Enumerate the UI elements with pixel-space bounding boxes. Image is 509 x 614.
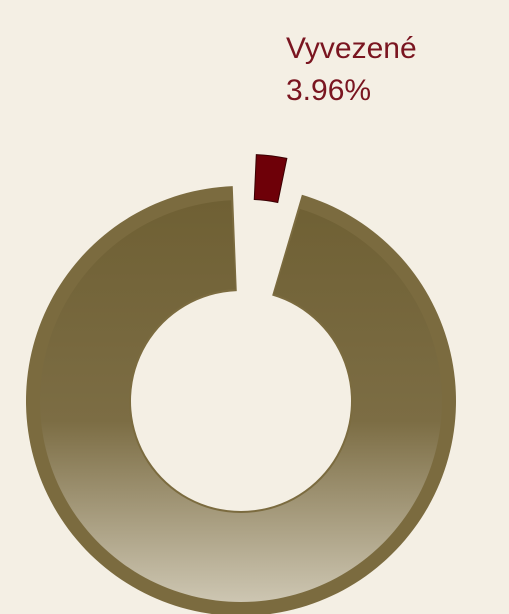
slices-layer — [25, 154, 456, 614]
slice-label-value: 3.96% — [286, 74, 372, 107]
slice-label-name: Vyvezené — [286, 32, 417, 65]
slice-rest-1 — [25, 186, 456, 614]
slice-label-vyvezene: Vyvezené 3.96% — [286, 28, 417, 112]
slice-face — [39, 200, 442, 602]
slice-vyvezené — [253, 154, 288, 204]
slice-shape — [253, 154, 288, 204]
